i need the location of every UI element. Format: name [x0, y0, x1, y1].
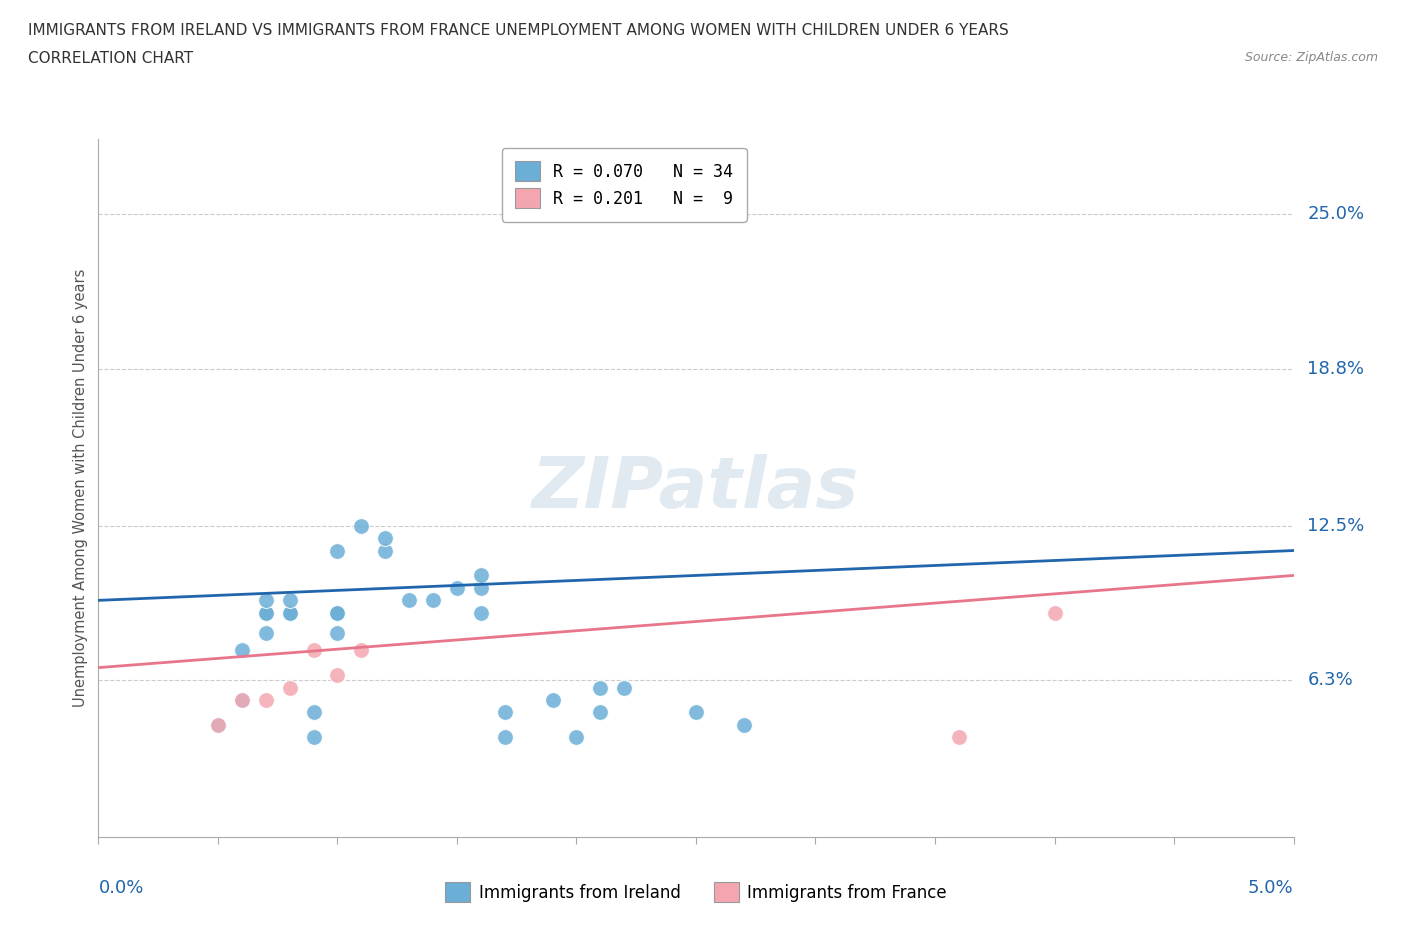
Point	[254, 605, 277, 620]
Point	[254, 593, 277, 608]
Point	[948, 730, 970, 745]
Point	[278, 605, 301, 620]
Point	[494, 705, 516, 720]
Point	[685, 705, 707, 720]
Point	[207, 717, 229, 732]
Text: 6.3%: 6.3%	[1308, 671, 1353, 689]
Point	[470, 580, 492, 595]
Point	[302, 643, 325, 658]
Point	[326, 605, 349, 620]
Point	[589, 705, 612, 720]
Text: CORRELATION CHART: CORRELATION CHART	[28, 51, 193, 66]
Point	[470, 568, 492, 583]
Point	[326, 605, 349, 620]
Point	[350, 643, 373, 658]
Text: IMMIGRANTS FROM IRELAND VS IMMIGRANTS FROM FRANCE UNEMPLOYMENT AMONG WOMEN WITH : IMMIGRANTS FROM IRELAND VS IMMIGRANTS FR…	[28, 23, 1010, 38]
Point	[470, 605, 492, 620]
Y-axis label: Unemployment Among Women with Children Under 6 years: Unemployment Among Women with Children U…	[73, 269, 87, 708]
Point	[589, 680, 612, 695]
Point	[1043, 605, 1066, 620]
Point	[326, 543, 349, 558]
Text: 18.8%: 18.8%	[1308, 360, 1364, 378]
Point	[374, 531, 396, 546]
Point	[565, 730, 588, 745]
Point	[446, 580, 468, 595]
Point	[326, 625, 349, 640]
Point	[302, 730, 325, 745]
Point	[398, 593, 420, 608]
Point	[254, 693, 277, 708]
Point	[302, 705, 325, 720]
Point	[350, 518, 373, 533]
Point	[613, 680, 636, 695]
Point	[422, 593, 444, 608]
Point	[278, 680, 301, 695]
Point	[231, 643, 253, 658]
Point	[733, 717, 755, 732]
Point	[494, 730, 516, 745]
Point	[278, 593, 301, 608]
Point	[374, 543, 396, 558]
Point	[254, 605, 277, 620]
Text: 0.0%: 0.0%	[98, 879, 143, 897]
Text: 25.0%: 25.0%	[1308, 206, 1365, 223]
Point	[326, 668, 349, 683]
Point	[541, 693, 564, 708]
Text: ZIPatlas: ZIPatlas	[533, 454, 859, 523]
Text: 5.0%: 5.0%	[1249, 879, 1294, 897]
Text: Source: ZipAtlas.com: Source: ZipAtlas.com	[1244, 51, 1378, 64]
Text: 12.5%: 12.5%	[1308, 517, 1365, 535]
Point	[231, 693, 253, 708]
Point	[207, 717, 229, 732]
Legend: Immigrants from Ireland, Immigrants from France: Immigrants from Ireland, Immigrants from…	[439, 875, 953, 909]
Point	[278, 605, 301, 620]
Point	[231, 693, 253, 708]
Point	[254, 625, 277, 640]
